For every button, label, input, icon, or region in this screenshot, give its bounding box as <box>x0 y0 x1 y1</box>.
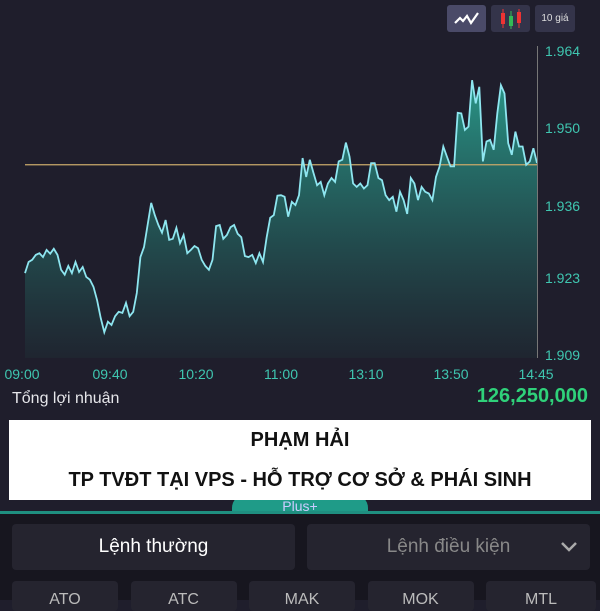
conditional-order-dropdown[interactable]: Lệnh điều kiện <box>307 524 590 570</box>
y-tick-label: 1.950 <box>545 120 581 137</box>
banner-line-2: TP TVĐT TẠI VPS - HỖ TRỢ CƠ SỞ & PHÁI SI… <box>68 469 532 491</box>
price-line <box>24 80 538 336</box>
chevron-down-icon <box>561 542 577 552</box>
line-chart-icon <box>453 11 479 25</box>
overlay-banner: PHẠM HẢI TP TVĐT TẠI VPS - HỖ TRỢ CƠ SỞ … <box>9 420 591 500</box>
banner-line-1: PHẠM HẢI <box>250 429 350 451</box>
price-levels-button[interactable]: 10 giá <box>535 5 575 32</box>
x-tick-label: 09:40 <box>92 366 128 382</box>
conditional-order-label: Lệnh điều kiện <box>386 536 511 557</box>
total-profit-value: 126,250,000 <box>476 385 588 407</box>
x-tick-label: 11:00 <box>264 366 298 382</box>
x-tick-label: 14:45 <box>518 366 554 382</box>
x-tick-label: 13:50 <box>433 366 469 382</box>
x-tick-label: 13:10 <box>348 366 384 382</box>
order-type-mok-button[interactable]: MOK <box>367 581 474 611</box>
order-type-atc-button[interactable]: ATC <box>130 581 237 611</box>
normal-order-label: Lệnh thường <box>98 536 209 557</box>
order-type-mtl-button[interactable]: MTL <box>486 581 596 611</box>
y-tick-label: 1.936 <box>545 197 581 214</box>
order-type-mak-button[interactable]: MAK <box>249 581 355 611</box>
x-tick-label: 10:20 <box>178 366 214 382</box>
y-tick-label: 1.923 <box>545 269 581 286</box>
line-chart-button[interactable] <box>447 5 486 32</box>
tab-divider <box>0 511 600 514</box>
x-tick-label: 09:00 <box>4 366 40 382</box>
candlestick-chart-button[interactable] <box>491 5 530 32</box>
order-type-ato-button[interactable]: ATO <box>12 581 118 611</box>
total-profit-label: Tổng lợi nhuận <box>12 390 120 407</box>
price-chart <box>24 46 538 358</box>
y-tick-label: 1.909 <box>545 347 581 363</box>
y-tick-label: 1.964 <box>545 43 581 59</box>
candlestick-icon <box>500 8 521 29</box>
normal-order-tab[interactable]: Lệnh thường <box>12 524 295 570</box>
price-area-fill <box>25 80 537 358</box>
